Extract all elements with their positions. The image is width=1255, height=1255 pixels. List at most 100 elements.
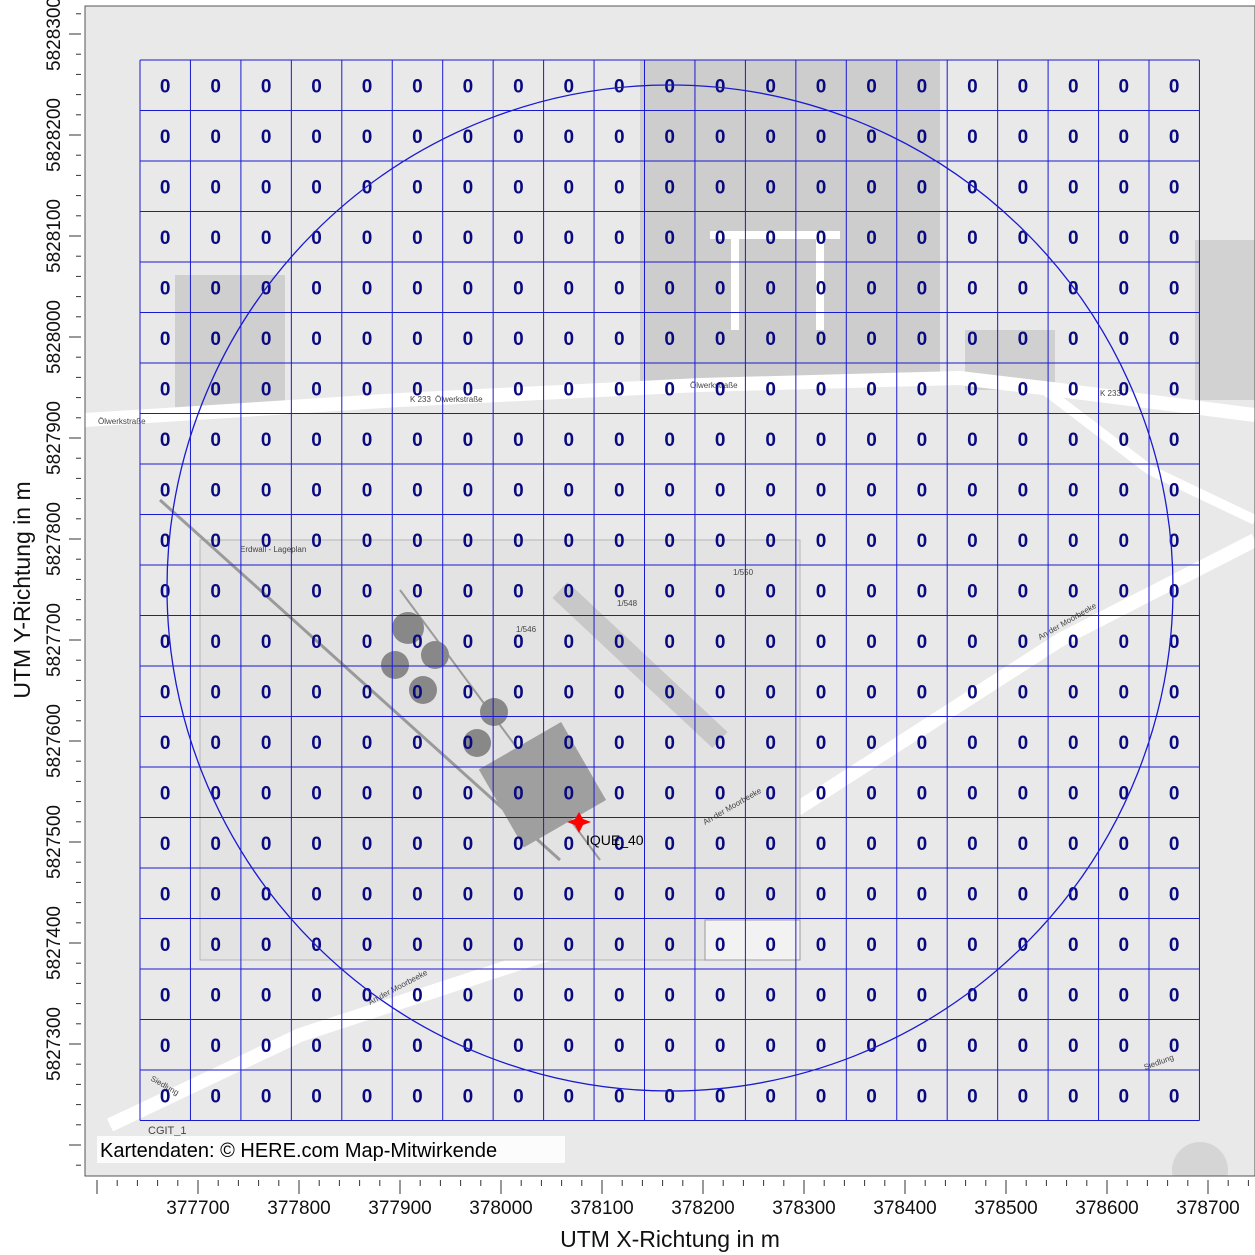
grid-cell-value: 0 <box>614 76 625 97</box>
x-tick-label: 378700 <box>1176 1198 1239 1219</box>
grid-cell-value: 0 <box>513 76 524 97</box>
grid-cell-value: 0 <box>311 783 322 804</box>
grid-cell-value: 0 <box>160 177 171 198</box>
grid-cell-value: 0 <box>311 531 322 552</box>
grid-cell-value: 0 <box>1068 1036 1079 1057</box>
grid-cell-value: 0 <box>463 581 474 602</box>
grid-cell-value: 0 <box>513 682 524 703</box>
grid-cell-value: 0 <box>160 480 171 501</box>
grid-cell-value: 0 <box>1118 76 1129 97</box>
grid-cell-value: 0 <box>866 682 877 703</box>
grid-cell-value: 0 <box>1118 480 1129 501</box>
source-marker: IQUE_40 <box>567 812 644 848</box>
basemap <box>85 6 1255 1176</box>
grid-cell-value: 0 <box>917 1086 928 1107</box>
grid-cell-value: 0 <box>664 430 675 451</box>
grid-cell-value: 0 <box>715 1086 726 1107</box>
grid-cell-value: 0 <box>614 531 625 552</box>
grid-cell-value: 0 <box>917 581 928 602</box>
y-tick-label: 5827700 <box>44 603 65 677</box>
grid-cell-value: 0 <box>463 278 474 299</box>
grid-cell-value: 0 <box>816 480 827 501</box>
plot-frame <box>84 5 1255 1177</box>
plan-title-label: Erdwall - Lageplan <box>240 545 306 554</box>
grid-cell-value: 0 <box>866 127 877 148</box>
grid-cell-value: 0 <box>160 581 171 602</box>
grid-cell-value: 0 <box>765 76 776 97</box>
grid-cell-value: 0 <box>1169 531 1180 552</box>
grid-cell-value: 0 <box>917 1036 928 1057</box>
grid-cell-value: 0 <box>816 935 827 956</box>
grid-cell-value: 0 <box>261 682 272 703</box>
grid-cell-value: 0 <box>816 783 827 804</box>
grid-cell-value: 0 <box>664 278 675 299</box>
grid-cell-value: 0 <box>866 1086 877 1107</box>
grid-cell-value: 0 <box>917 379 928 400</box>
grid-cell-value: 0 <box>311 228 322 249</box>
grid-cell-value: 0 <box>1118 430 1129 451</box>
grid-cell-value: 0 <box>1169 581 1180 602</box>
x-axis-title: UTM X-Richtung in m <box>560 1226 780 1252</box>
grid-cell-value: 0 <box>210 682 221 703</box>
grid-cell-value: 0 <box>261 177 272 198</box>
grid-cell-value: 0 <box>967 834 978 855</box>
grid-cell-value: 0 <box>362 76 373 97</box>
grid-cell-value: 0 <box>412 329 423 350</box>
grid-cell-value: 0 <box>261 329 272 350</box>
grid-cell-value: 0 <box>463 783 474 804</box>
grid-cell-value: 0 <box>160 935 171 956</box>
grid-cell-value: 0 <box>816 682 827 703</box>
grid-cell-value: 0 <box>816 127 827 148</box>
grid-cell-value: 0 <box>160 379 171 400</box>
grid-cell-value: 0 <box>816 531 827 552</box>
grid-cell-value: 0 <box>1068 531 1079 552</box>
grid-cell-value: 0 <box>412 733 423 754</box>
grid-cell-value: 0 <box>564 884 575 905</box>
grid-cell-value: 0 <box>917 733 928 754</box>
site-plan-sheet <box>199 539 801 961</box>
grid-cell-value: 0 <box>1169 884 1180 905</box>
grid-cell-value: 0 <box>765 834 776 855</box>
grid-cell-value: 0 <box>816 1036 827 1057</box>
grid-cell-value: 0 <box>1068 935 1079 956</box>
grid-cell-value: 0 <box>463 985 474 1006</box>
grid-cell-value: 0 <box>715 228 726 249</box>
grid-cell-value: 0 <box>967 985 978 1006</box>
grid-cell-value: 0 <box>412 177 423 198</box>
grid-cell-value: 0 <box>917 76 928 97</box>
grid-cell-value: 0 <box>816 1086 827 1107</box>
x-tick-label: 378200 <box>671 1198 734 1219</box>
grid-cell-value: 0 <box>210 379 221 400</box>
grid-cell-value: 0 <box>1018 733 1029 754</box>
grid-cell-value: 0 <box>1169 935 1180 956</box>
grid-cell-value: 0 <box>1068 177 1079 198</box>
grid-cell-value: 0 <box>412 480 423 501</box>
grid-cell-value: 0 <box>311 581 322 602</box>
grid-cell-value: 0 <box>311 76 322 97</box>
grid-cell-value: 0 <box>261 430 272 451</box>
y-tick-label: 5828200 <box>44 98 65 172</box>
grid-cell-value: 0 <box>866 1036 877 1057</box>
y-axis: 5828300 5828200 5828100 5828000 5827900 58278… <box>44 0 81 1166</box>
grid-cell-value: 0 <box>362 1086 373 1107</box>
grid-cell-value: 0 <box>1169 228 1180 249</box>
grid-cell-value: 0 <box>664 935 675 956</box>
grid-cell-value: 0 <box>311 1036 322 1057</box>
grid-cell-value: 0 <box>412 834 423 855</box>
grid-cell-value: 0 <box>614 783 625 804</box>
grid-cell-value: 0 <box>513 1086 524 1107</box>
grid-cell-value: 0 <box>866 480 877 501</box>
grid-cell-value: 0 <box>664 127 675 148</box>
grid-cell-value: 0 <box>614 1036 625 1057</box>
grid-cell-value: 0 <box>967 379 978 400</box>
grid-cell-value: 0 <box>664 379 675 400</box>
grid-cell-value: 0 <box>513 329 524 350</box>
grid-cell-value: 0 <box>564 1086 575 1107</box>
grid-cell-value: 0 <box>513 177 524 198</box>
grid-cell-value: 0 <box>1068 834 1079 855</box>
grid-cell-value: 0 <box>362 632 373 653</box>
grid-cell-value: 0 <box>160 228 171 249</box>
grid-cell-value: 0 <box>765 733 776 754</box>
grid-cell-value: 0 <box>1118 278 1129 299</box>
grid-cell-value: 0 <box>564 834 575 855</box>
